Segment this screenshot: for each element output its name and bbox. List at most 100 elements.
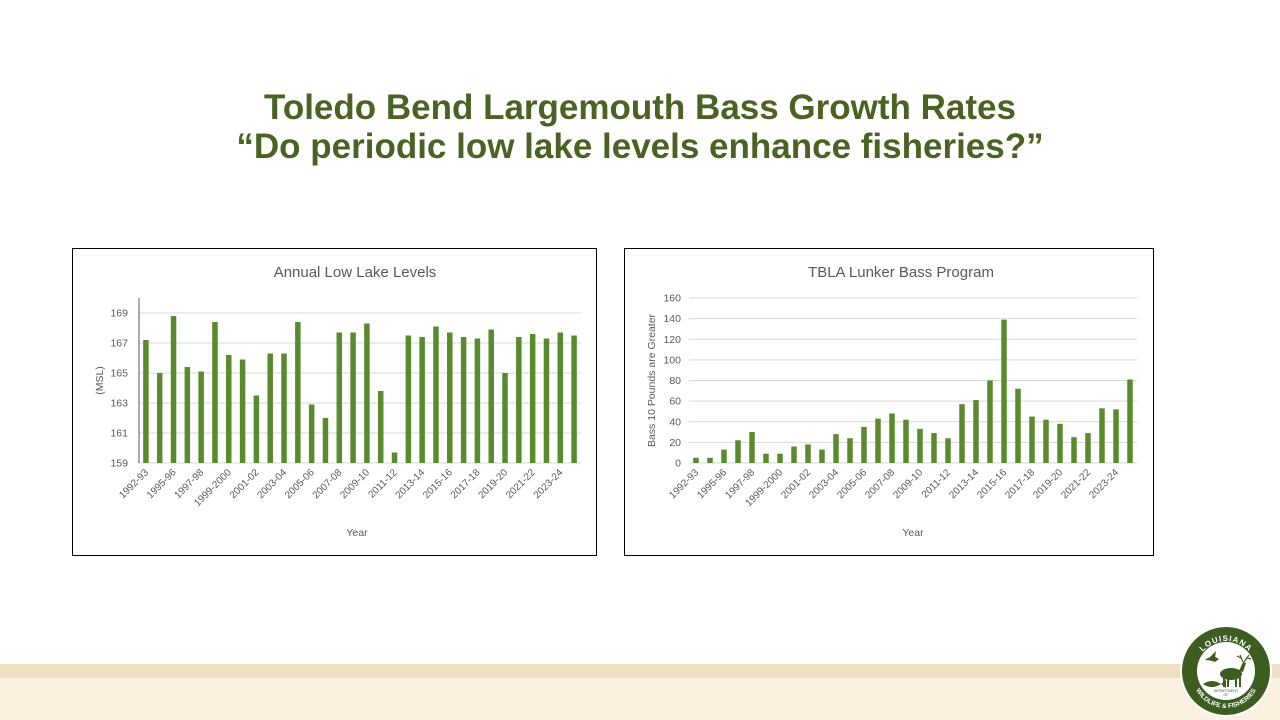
y-tick-label: 60	[669, 396, 681, 408]
x-tick-label: 2013-14	[947, 467, 981, 501]
bar-2003-04	[281, 353, 287, 463]
bar-2015-16	[447, 332, 453, 463]
y-tick-label: 167	[110, 338, 128, 350]
y-tick-label: 165	[110, 368, 128, 380]
bar-2014-15	[987, 380, 993, 463]
bar-2001-02	[805, 444, 811, 463]
bar-2004-05	[295, 322, 301, 463]
bar-2011-12	[945, 438, 951, 463]
bar-2019-20	[1057, 423, 1063, 463]
x-tick-label: 2017-18	[1003, 467, 1037, 501]
bar-1996-97	[735, 440, 741, 463]
duck-icon	[1205, 651, 1219, 662]
bar-2021-22	[1085, 433, 1091, 463]
bar-2009-10	[364, 323, 370, 463]
bar-2011-12	[391, 452, 398, 463]
bar-1998-99	[763, 453, 769, 463]
x-tick-label: 2023-24	[532, 467, 566, 501]
bar-2022-23	[1099, 408, 1105, 463]
bar-2006-07	[322, 418, 329, 463]
bar-2023-24	[1113, 409, 1119, 464]
y-tick-label: 163	[110, 398, 128, 410]
y-tick-label: 160	[663, 293, 681, 305]
bar-2000-01	[239, 359, 246, 463]
louisiana-wildlife-fisheries-logo: LOUISIANA WILDLIFE & FISHERIES DEPARTMEN…	[1180, 625, 1272, 717]
bar-1999-2000	[777, 453, 783, 463]
bar-2012-13	[959, 404, 965, 463]
bar-2024-25	[1127, 379, 1133, 463]
bar-1997-98	[749, 432, 755, 463]
logo-center-line-1: DEPARTMENT	[1214, 689, 1239, 693]
bar-2013-14	[973, 400, 979, 463]
bar-2001-02	[253, 395, 260, 463]
y-tick-label: 159	[110, 458, 128, 470]
x-tick-label: 2009-10	[338, 467, 372, 501]
bar-2016-17	[1015, 388, 1021, 463]
bar-2020-21	[1071, 437, 1077, 463]
slide-title: Toledo Bend Largemouth Bass Growth Rates…	[0, 88, 1280, 166]
x-tick-label: 2009-10	[891, 467, 925, 501]
bar-2018-19	[488, 329, 494, 463]
bar-2004-05	[847, 438, 853, 463]
bar-2013-14	[419, 337, 425, 463]
title-line-2: “Do periodic low lake levels enhance fis…	[236, 127, 1044, 166]
y-tick-label: 100	[663, 354, 681, 366]
x-tick-label: 2003-04	[807, 467, 841, 501]
chart-annual-low-lake-levels: Annual Low Lake Levels 159 161 163 165 167 169…	[72, 248, 597, 556]
y-tick-label: 20	[669, 437, 681, 449]
x-tick-label: 2005-06	[835, 467, 869, 501]
bar-1998-99	[212, 322, 218, 463]
bar-2014-15	[433, 326, 439, 463]
bar-2018-19	[1043, 419, 1049, 463]
footer-band-top	[0, 664, 1280, 678]
bar-2007-08	[336, 332, 343, 463]
bar-2008-09	[350, 332, 356, 463]
bar-2005-06	[308, 404, 315, 463]
chart-annual-low-lake-levels-svg: Annual Low Lake Levels 159 161 163 165 167 169…	[94, 264, 581, 539]
fish-icon	[1203, 680, 1226, 688]
bar-2008-09	[903, 419, 909, 463]
bar-2017-18	[1029, 416, 1035, 463]
bar-1995-96	[721, 449, 727, 463]
y-tick-label: 161	[110, 428, 128, 440]
bar-2016-17	[460, 337, 467, 463]
y-tick-label: 0	[675, 458, 681, 470]
bar-2010-11	[931, 433, 937, 463]
bar-2000-01	[791, 446, 797, 463]
bar-2002-03	[819, 449, 825, 463]
x-tick-label: 1992-93	[667, 467, 701, 501]
bar-2006-07	[875, 418, 881, 463]
y-tick-label: 169	[110, 308, 128, 320]
bar-2015-16	[1001, 319, 1007, 463]
x-axis-title: Year	[346, 527, 368, 539]
bar-2017-18	[474, 338, 481, 463]
y-tick-label: 140	[663, 313, 681, 325]
footer-band-bottom	[0, 678, 1280, 720]
bar-1992-93	[693, 457, 699, 463]
bar-2019-20	[502, 373, 508, 463]
title-line-1: Toledo Bend Largemouth Bass Growth Rates	[264, 88, 1016, 127]
x-tick-label: 1995-96	[695, 467, 729, 501]
chart-title: Annual Low Lake Levels	[274, 264, 437, 281]
bar-2020-21	[516, 337, 522, 463]
bar-1992-93	[143, 340, 149, 463]
chart-title: TBLA Lunker Bass Program	[808, 264, 994, 281]
bar-1999-2000	[226, 355, 232, 463]
bar-2009-10	[917, 428, 923, 463]
bar-1997-98	[198, 371, 204, 463]
x-tick-label: 2015-16	[975, 467, 1009, 501]
bar-2024-25	[571, 335, 577, 463]
bar-2021-22	[529, 334, 536, 463]
x-tick-label: 2019-20	[1031, 467, 1065, 501]
bar-1996-97	[184, 367, 191, 463]
bar-2010-11	[377, 391, 384, 463]
bar-1995-96	[170, 316, 177, 463]
bar-1993-94	[707, 457, 713, 463]
chart-tbla-lunker-bass: TBLA Lunker Bass Program 0 20 40 60 80 100 120 1…	[624, 248, 1154, 556]
bar-2002-03	[267, 353, 273, 463]
y-tick-label: 120	[663, 334, 681, 346]
y-axis-title: (MSL)	[94, 366, 106, 395]
y-tick-label: 80	[669, 375, 681, 387]
bar-2023-24	[557, 332, 564, 463]
chart-tbla-lunker-bass-svg: TBLA Lunker Bass Program 0 20 40 60 80 100 120 1…	[646, 264, 1137, 539]
